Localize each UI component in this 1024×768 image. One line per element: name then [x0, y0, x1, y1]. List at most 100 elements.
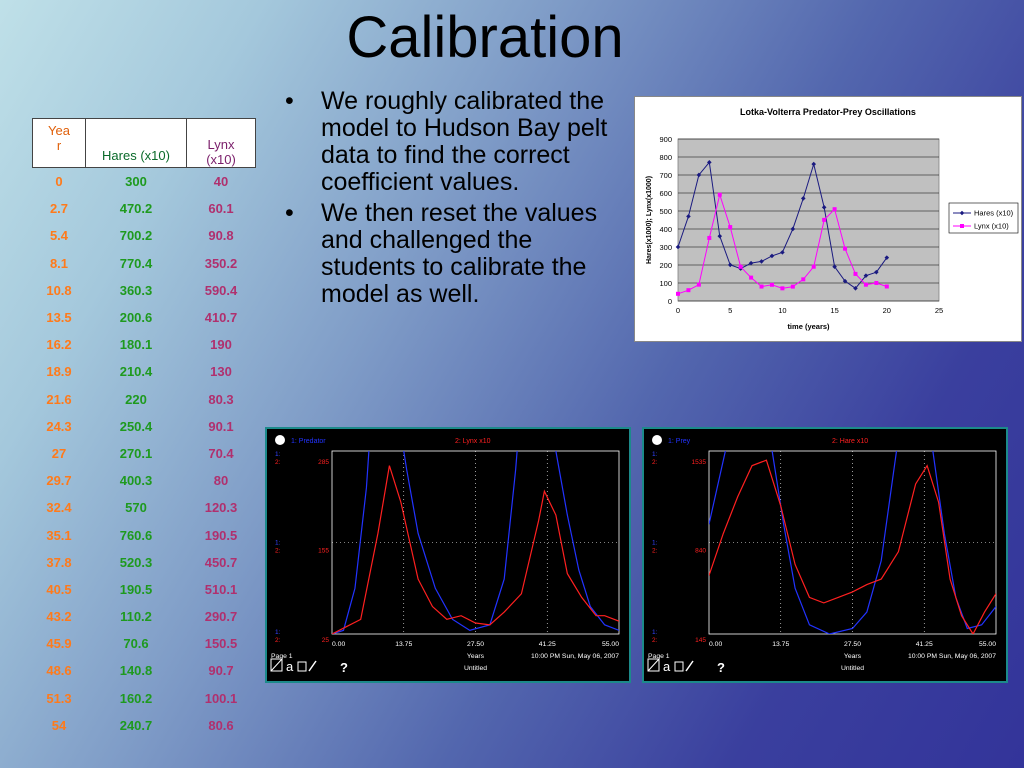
y-tick-label: 700: [659, 171, 672, 180]
cell-year: 40.5: [46, 581, 72, 597]
y-tick-label: 100: [659, 279, 672, 288]
cell-hares: 400.3: [119, 473, 153, 489]
data-point: [843, 246, 848, 251]
data-point: [832, 264, 837, 270]
cell-hares: 360.3: [119, 282, 153, 298]
axis-series2-tag: 2:: [275, 548, 281, 555]
page-label: Page 1: [271, 653, 293, 660]
cell-lynx: 450.7: [204, 554, 238, 570]
cell-hares: 520.3: [119, 554, 153, 570]
y-tick-label: 200: [659, 261, 672, 270]
bullet-list: We roughly calibrated the model to Hudso…: [283, 88, 613, 312]
data-point: [717, 192, 722, 197]
page-label: Page 1: [648, 653, 670, 660]
cell-hares: 160.2: [119, 690, 153, 706]
chart-title: Lotka-Volterra Predator-Prey Oscillation…: [740, 107, 916, 117]
cell-lynx: 510.1: [204, 581, 238, 597]
y-tick-label: 300: [659, 243, 672, 252]
table-row: 54 240.7 80.6: [33, 712, 256, 739]
axis-series1-tag: 1:: [275, 540, 281, 547]
y-value: 25: [322, 637, 330, 644]
slide-title: Calibration: [346, 5, 624, 70]
cell-hares: 240.7: [119, 717, 153, 733]
help-icon: ?: [717, 660, 725, 675]
toolbar-lock-icon: a: [286, 659, 294, 674]
cell-year: 0: [55, 174, 63, 190]
series1-label: 1: Predator: [291, 438, 326, 445]
cell-lynx: 190: [210, 337, 232, 353]
x-axis-label: Years: [467, 653, 485, 660]
cell-hares: 220: [125, 391, 147, 407]
bullet-2: We then reset the values and challenged …: [283, 200, 613, 308]
x-tick-label: 0: [676, 306, 680, 315]
cell-lynx: 290.7: [204, 609, 238, 625]
cell-lynx: 80.6: [208, 717, 234, 733]
timestamp: 10:00 PM Sun, May 06, 2007: [908, 653, 996, 660]
x-tick-label: 0.00: [709, 641, 722, 648]
cell-year: 35.1: [46, 527, 72, 543]
data-point: [853, 285, 858, 291]
cell-year: 43.2: [46, 609, 72, 625]
data-point: [884, 255, 890, 260]
data-point: [738, 264, 743, 269]
pin-icon: [652, 435, 662, 445]
cell-lynx: 100.1: [204, 690, 238, 706]
data-point: [769, 282, 774, 287]
data-point: [780, 250, 785, 255]
x-tick-label: 25: [935, 306, 943, 315]
toolbar-table-icon-slash: [647, 658, 660, 672]
cell-lynx: 190.5: [204, 527, 238, 543]
cell-year: 10.8: [46, 282, 72, 298]
x-tick-label: 20: [883, 306, 891, 315]
cell-lynx: 40: [213, 174, 229, 190]
axis-series2-tag: 2:: [652, 459, 658, 466]
axis-series1-tag: 1:: [652, 540, 658, 547]
data-point: [832, 207, 837, 212]
pin-icon: [275, 435, 285, 445]
data-point: [811, 161, 817, 167]
table-row: 2.7 470.2 60.1: [33, 195, 256, 222]
data-point: [853, 271, 858, 276]
cell-hares: 700.2: [119, 228, 153, 244]
toolbar-table-icon: [647, 658, 660, 672]
cell-hares: 200.6: [119, 310, 153, 326]
cell-lynx: 130: [210, 364, 232, 380]
table-row: 18.9 210.4 130: [33, 358, 256, 385]
cell-year: 32.4: [46, 500, 72, 516]
y-value: 155: [318, 548, 329, 555]
legend-label: Lynx (x10): [974, 222, 1009, 231]
data-point: [696, 282, 701, 287]
legend-marker: [960, 224, 964, 228]
data-point: [759, 259, 764, 264]
data-point: [874, 269, 879, 275]
x-tick-label: 15: [830, 306, 838, 315]
cell-hares: 140.8: [119, 663, 153, 679]
table-row: 13.5 200.6 410.7: [33, 304, 256, 331]
x-tick-label: 55.00: [602, 641, 619, 648]
table-row: 10.8 360.3 590.4: [33, 277, 256, 304]
cell-hares: 210.4: [119, 364, 153, 380]
cell-year: 48.6: [46, 663, 72, 679]
y-tick-label: 400: [659, 225, 672, 234]
toolbar-wand-icon: [685, 660, 694, 672]
table-row: 45.9 70.6 150.5: [33, 630, 256, 657]
table-row: 8.1 770.4 350.2: [33, 250, 256, 277]
cell-year: 27: [51, 445, 67, 461]
cell-hares: 770.4: [119, 255, 153, 271]
cell-lynx: 70.4: [208, 445, 234, 461]
table-row: 0 300 40: [33, 168, 256, 196]
table-header-row: Yea r Hares (x10) Lynx (x10): [32, 118, 256, 168]
y-tick-label: 0: [668, 297, 672, 306]
data-point: [863, 273, 869, 278]
help-icon: ?: [340, 660, 348, 675]
data-point: [748, 260, 754, 266]
toolbar-wand-icon: [308, 660, 317, 672]
cell-hares: 760.6: [119, 527, 153, 543]
y-value: 840: [695, 548, 706, 555]
data-point: [769, 253, 775, 259]
x-axis-label: time (years): [787, 322, 830, 331]
plot-frame: [331, 450, 620, 635]
header-lynx: Lynx (x10): [186, 118, 256, 168]
data-point: [749, 275, 754, 280]
